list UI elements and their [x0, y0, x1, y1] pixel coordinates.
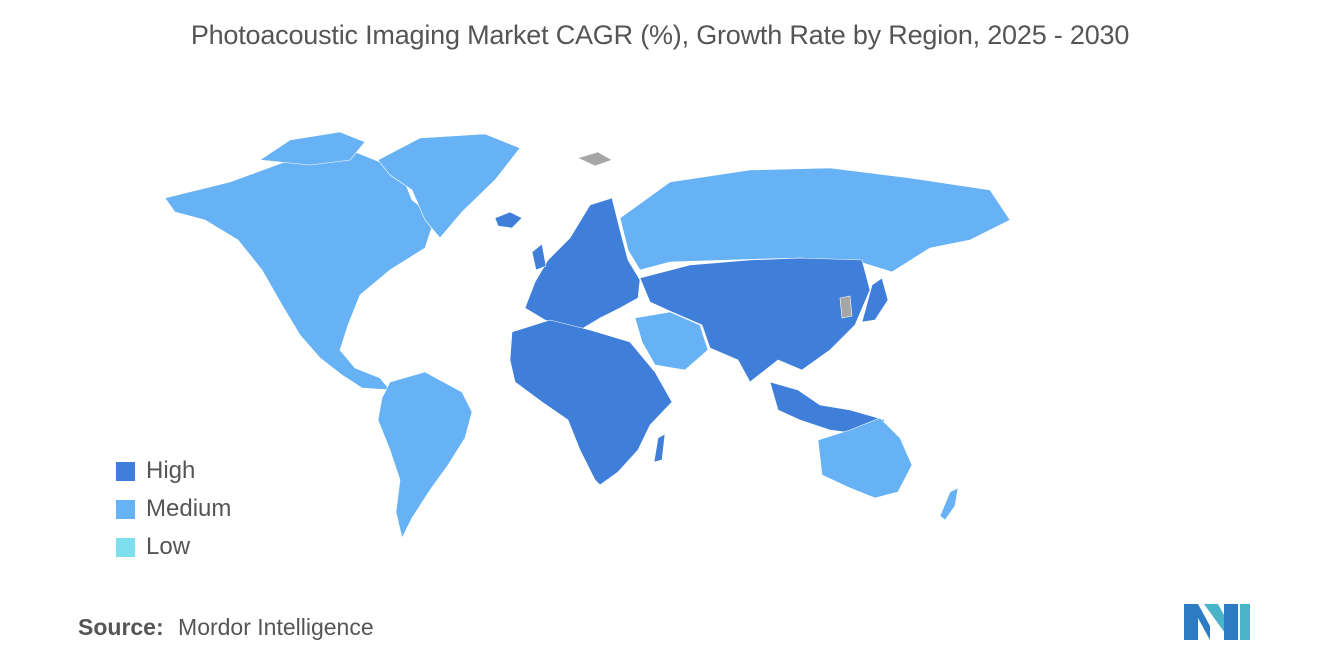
region-russia	[619, 167, 1011, 273]
chart-title: Photoacoustic Imaging Market CAGR (%), G…	[190, 20, 1130, 50]
legend-swatch-high	[116, 461, 135, 481]
legend-swatch-medium	[116, 499, 135, 519]
mordor-logo-icon	[1184, 604, 1250, 640]
region-svalbard	[577, 151, 613, 167]
region-asia	[639, 257, 871, 383]
region-madagascar	[653, 433, 666, 463]
region-australia	[817, 417, 913, 499]
legend-item-medium: Medium	[116, 490, 231, 528]
legend: High Medium Low	[116, 452, 231, 566]
legend-swatch-low	[116, 537, 135, 557]
region-south-america	[377, 371, 473, 539]
region-korea	[839, 295, 853, 319]
source-line: Source: Mordor Intelligence	[78, 614, 374, 641]
region-africa	[509, 319, 673, 486]
source-value: Mordor Intelligence	[178, 614, 374, 640]
region-japan	[861, 277, 889, 323]
region-new-zealand	[939, 487, 959, 521]
legend-item-high: High	[116, 452, 231, 490]
region-uk	[531, 243, 547, 271]
world-map	[164, 131, 1011, 539]
source-label: Source:	[78, 614, 164, 640]
region-north-america	[164, 151, 436, 391]
region-greenland	[377, 133, 521, 239]
region-iceland	[494, 211, 523, 229]
legend-label-high: High	[146, 457, 196, 484]
region-arctic-islands	[259, 131, 366, 166]
legend-label-low: Low	[146, 533, 191, 560]
region-middle-east	[634, 311, 709, 371]
legend-item-low: Low	[116, 528, 231, 566]
legend-label-medium: Medium	[146, 495, 232, 522]
